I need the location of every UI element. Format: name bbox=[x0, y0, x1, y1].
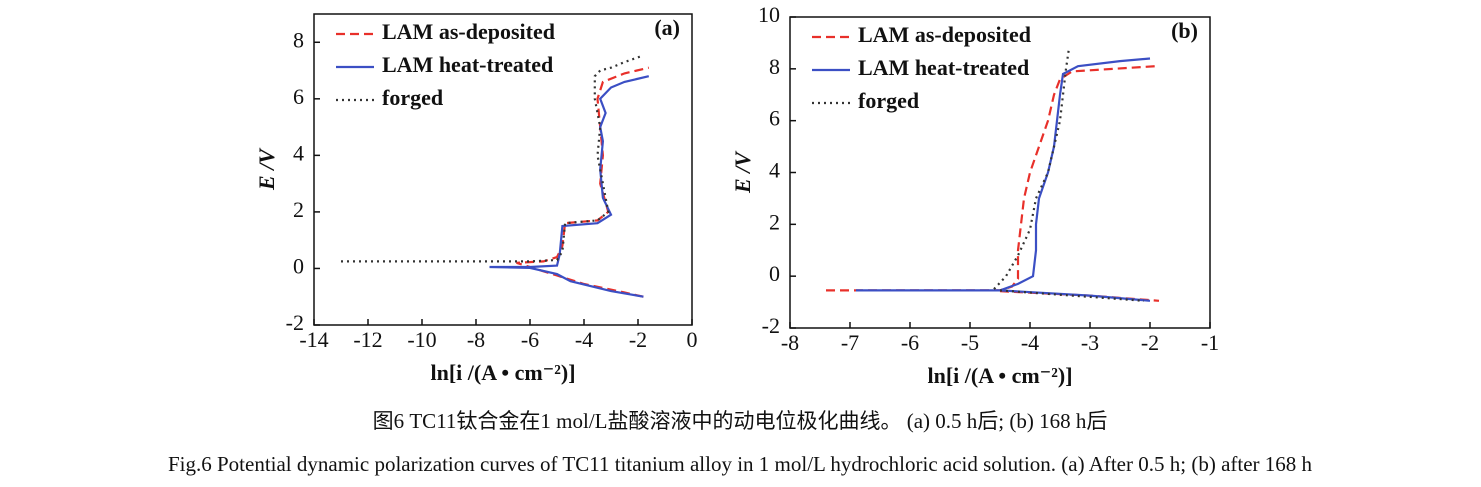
x-tick-label: -5 bbox=[961, 330, 979, 355]
x-tick-label: 0 bbox=[687, 327, 698, 352]
y-tick-label: 8 bbox=[769, 54, 780, 79]
x-tick-label: -4 bbox=[575, 327, 593, 352]
y-tick-label: 2 bbox=[769, 209, 780, 234]
y-tick-label: 4 bbox=[769, 158, 780, 183]
legend-label: LAM as-deposited bbox=[858, 22, 1031, 47]
y-tick-label: 8 bbox=[293, 27, 304, 52]
y-tick-label: 6 bbox=[769, 106, 780, 131]
y-tick-label: 10 bbox=[758, 2, 780, 27]
x-tick-label: -2 bbox=[629, 327, 647, 352]
plot-frame bbox=[313, 13, 693, 326]
data-line bbox=[993, 47, 1145, 302]
panel-label: (b) bbox=[1171, 18, 1198, 43]
panel-label: (a) bbox=[654, 15, 680, 40]
x-tick-label: -1 bbox=[1201, 330, 1219, 355]
y-axis-label: E /V bbox=[254, 147, 279, 191]
legend-label: forged bbox=[382, 85, 443, 110]
x-axis-label: ln[i /(A • cm⁻²)] bbox=[927, 363, 1072, 388]
y-tick-label: 2 bbox=[293, 197, 304, 222]
legend-label: LAM heat-treated bbox=[858, 55, 1029, 80]
x-tick-label: -2 bbox=[1141, 330, 1159, 355]
x-tick-label: -3 bbox=[1081, 330, 1099, 355]
x-tick-label: -8 bbox=[467, 327, 485, 352]
legend-label: forged bbox=[858, 88, 919, 113]
x-tick-label: -4 bbox=[1021, 330, 1039, 355]
y-tick-label: -2 bbox=[286, 310, 304, 335]
y-tick-label: 6 bbox=[293, 84, 304, 109]
y-axis-label: E /V bbox=[730, 150, 755, 194]
x-axis-label: ln[i /(A • cm⁻²)] bbox=[430, 360, 575, 385]
y-tick-label: 4 bbox=[293, 140, 304, 165]
x-tick-label: -6 bbox=[521, 327, 539, 352]
x-tick-label: -12 bbox=[353, 327, 382, 352]
y-tick-label: 0 bbox=[293, 254, 304, 279]
x-tick-label: -7 bbox=[841, 330, 859, 355]
legend-label: LAM as-deposited bbox=[382, 19, 555, 44]
y-tick-label: 0 bbox=[769, 261, 780, 286]
caption-english: Fig.6 Potential dynamic polarization cur… bbox=[168, 452, 1313, 476]
legend-label: LAM heat-treated bbox=[382, 52, 553, 77]
x-tick-label: -14 bbox=[299, 327, 328, 352]
y-tick-label: -2 bbox=[762, 313, 780, 338]
x-tick-label: -10 bbox=[407, 327, 436, 352]
caption-chinese: 图6 TC11钛合金在1 mol/L盐酸溶液中的动电位极化曲线。 (a) 0.5… bbox=[373, 409, 1108, 433]
x-tick-label: -8 bbox=[781, 330, 799, 355]
data-line bbox=[489, 75, 650, 298]
data-line bbox=[516, 66, 650, 298]
x-tick-label: -6 bbox=[901, 330, 919, 355]
